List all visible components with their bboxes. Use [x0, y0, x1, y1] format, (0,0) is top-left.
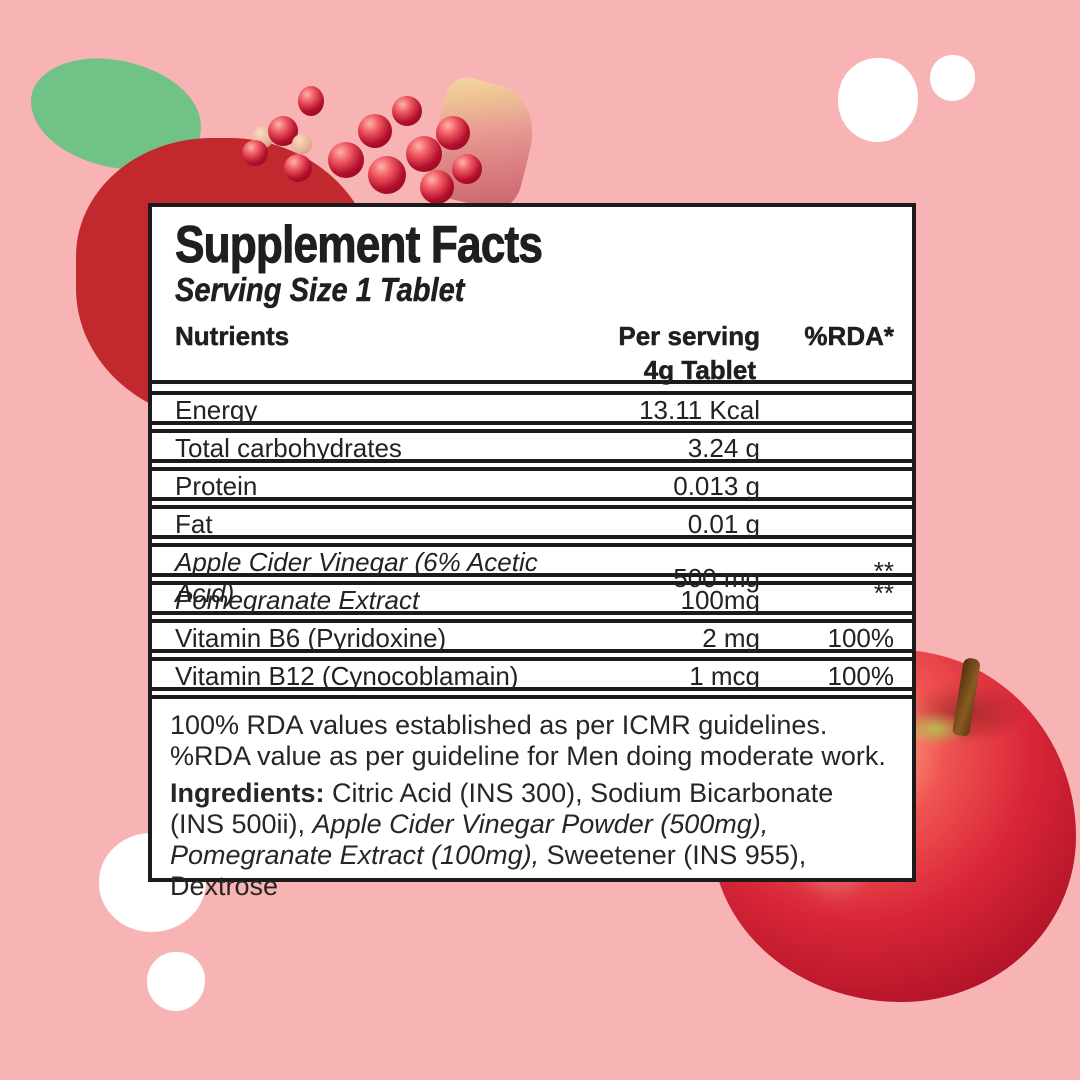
nutrient-table: Energy 13.11 Kcal Total carbohydrates 3.… [152, 384, 912, 695]
nutrient-rda: ** [873, 578, 894, 608]
white-dot-small-bottom [147, 952, 205, 1011]
nutrient-amount: 13.11 Kcal [639, 395, 760, 425]
nutrient-amount: 3.24 g [687, 433, 760, 463]
rda-note-2: %RDA value as per guideline for Men doin… [170, 741, 886, 771]
nutrient-name: Protein [175, 471, 258, 501]
nutrient-name: Vitamin B6 (Pyridoxine) [175, 623, 447, 653]
col-header-rda: %RDA* [804, 321, 894, 351]
table-row: Protein 0.013 g [152, 467, 912, 501]
nutrient-name: Apple Cider Vinegar (6% Acetic Acid) [175, 547, 538, 608]
nutrient-amount: 500 mg [673, 562, 760, 593]
nutrient-rda: ** [873, 555, 894, 586]
nutrient-amount: 100mg [680, 585, 761, 615]
pomegranate-image [240, 73, 544, 215]
nutrient-amount: 2 mg [702, 623, 760, 653]
table-row: Vitamin B12 (Cynocoblamain) 1 mcg 100% [152, 657, 912, 691]
col-header-nutrients: Nutrients [175, 321, 290, 351]
table-row: Pomegranate Extract 100mg ** [152, 578, 912, 615]
table-row: Energy 13.11 Kcal [152, 391, 912, 425]
column-headers-line2: 4g Tablet [175, 355, 894, 385]
nutrient-amount: 0.01 g [687, 509, 760, 539]
nutrient-name: Fat [175, 509, 213, 539]
col-header-serving-size: 4g Tablet [643, 355, 757, 385]
nutrient-name: Pomegranate Extract [175, 585, 420, 615]
serving-size-text: Serving Size 1 Tablet [175, 271, 465, 309]
table-row: Apple Cider Vinegar (6% Acetic Acid) 500… [152, 543, 912, 608]
col-header-per-serving: Per serving [618, 321, 760, 351]
nutrient-rda: 100% [827, 623, 895, 653]
table-row: Vitamin B6 (Pyridoxine) 2 mg 100% [152, 619, 912, 653]
nutrient-name: Vitamin B12 (Cynocoblamain) [175, 661, 519, 691]
column-headers: Nutrients Per serving %RDA* [175, 321, 895, 351]
white-dot-small-top [930, 55, 975, 101]
footnotes: 100% RDA values established as per ICMR … [152, 695, 912, 902]
white-dot-large-top [838, 58, 918, 142]
table-row: Fat 0.01 g [152, 505, 912, 539]
nutrient-amount: 1 mcg [689, 661, 760, 691]
panel-header: Supplement Facts Serving Size 1 Tablet N… [152, 207, 912, 384]
rda-note-1: 100% RDA values established as per ICMR … [170, 710, 828, 740]
nutrient-name: Energy [175, 395, 258, 425]
supplement-facts-panel: Supplement Facts Serving Size 1 Tablet N… [148, 203, 916, 901]
nutrient-name: Total carbohydrates [175, 433, 402, 463]
ingredients-text: Ingredients: Citric Acid (INS 300), Sodi… [170, 778, 834, 901]
nutrient-rda: 100% [827, 661, 895, 691]
table-row: Total carbohydrates 3.24 g [152, 429, 912, 463]
nutrient-amount: 0.013 g [673, 471, 760, 501]
panel-title: Supplement Facts [175, 216, 544, 274]
